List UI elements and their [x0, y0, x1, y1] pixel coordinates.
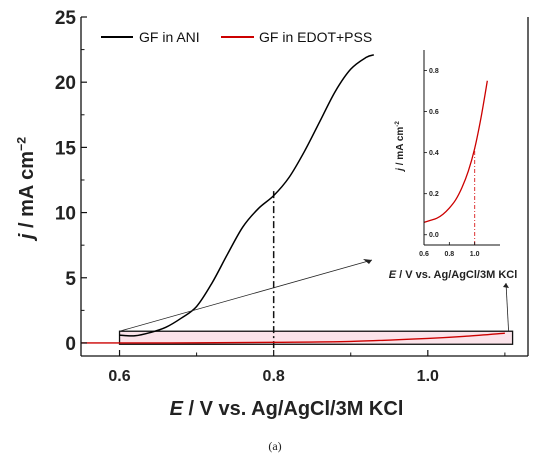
inset-chart: 0.6 0.8 1.0 0.0 0.2 0.4 0.6 0.8 E / V vs. Ag/AgC…	[383, 38, 517, 292]
figure-caption: (a)	[268, 439, 281, 453]
inset-y-tick-label: 0.4	[429, 150, 439, 157]
inset-y-tick-label: 0.8	[429, 68, 439, 75]
inset-x-axis-title: E / V vs. Ag/AgCl/3M KCl	[389, 269, 518, 281]
callout-arrowhead	[503, 283, 509, 288]
inset-y-tick-label: 0.0	[429, 232, 439, 239]
inset-y-axis-title: j / mA cm-2	[394, 121, 406, 173]
y-tick-label: 20	[55, 73, 76, 94]
callout-line	[505, 282, 509, 332]
zoom-callout	[119, 259, 509, 332]
x-tick-label: 0.8	[263, 368, 285, 385]
x-axis-title: E / V vs. Ag/AgCl/3M KCl	[170, 398, 404, 420]
series-line-edot-pss	[80, 332, 505, 344]
x-tick-label: 1.0	[417, 368, 439, 385]
series-line-ani	[119, 54, 375, 337]
legend-label-ani: GF in ANI	[139, 29, 200, 45]
inset-y-tick-label: 0.6	[429, 109, 439, 116]
inset-x-tick-label: 0.8	[444, 251, 454, 258]
y-axis-title-superscript: −2	[14, 137, 28, 151]
inset-y-axis-title-superscript: -2	[394, 121, 401, 127]
inset-x-tick-label: 0.6	[419, 251, 429, 258]
callout-line	[119, 259, 373, 332]
y-axis-title: j / mA cm−2	[14, 137, 38, 242]
y-tick-label: 10	[55, 204, 76, 225]
y-tick-label: 5	[65, 269, 76, 290]
zoom-box	[118, 330, 514, 345]
inset-y-tick-label: 0.2	[429, 191, 439, 198]
x-tick-label: 0.6	[108, 368, 130, 385]
y-tick-label: 15	[55, 138, 77, 159]
inset-background	[383, 38, 515, 292]
inset-x-tick-label: 1.0	[470, 251, 480, 258]
main-chart: 0.6 0.8 1.0 0 5 10 15 20 25 E / V vs. Ag/AgCl/3M …	[14, 8, 529, 420]
callout-arrowhead	[363, 259, 372, 264]
y-tick-label: 25	[55, 8, 77, 29]
legend-label-edot-pss: GF in EDOT+PSS	[259, 29, 372, 45]
y-tick-label: 0	[65, 334, 76, 355]
inset-series-line	[423, 80, 488, 224]
